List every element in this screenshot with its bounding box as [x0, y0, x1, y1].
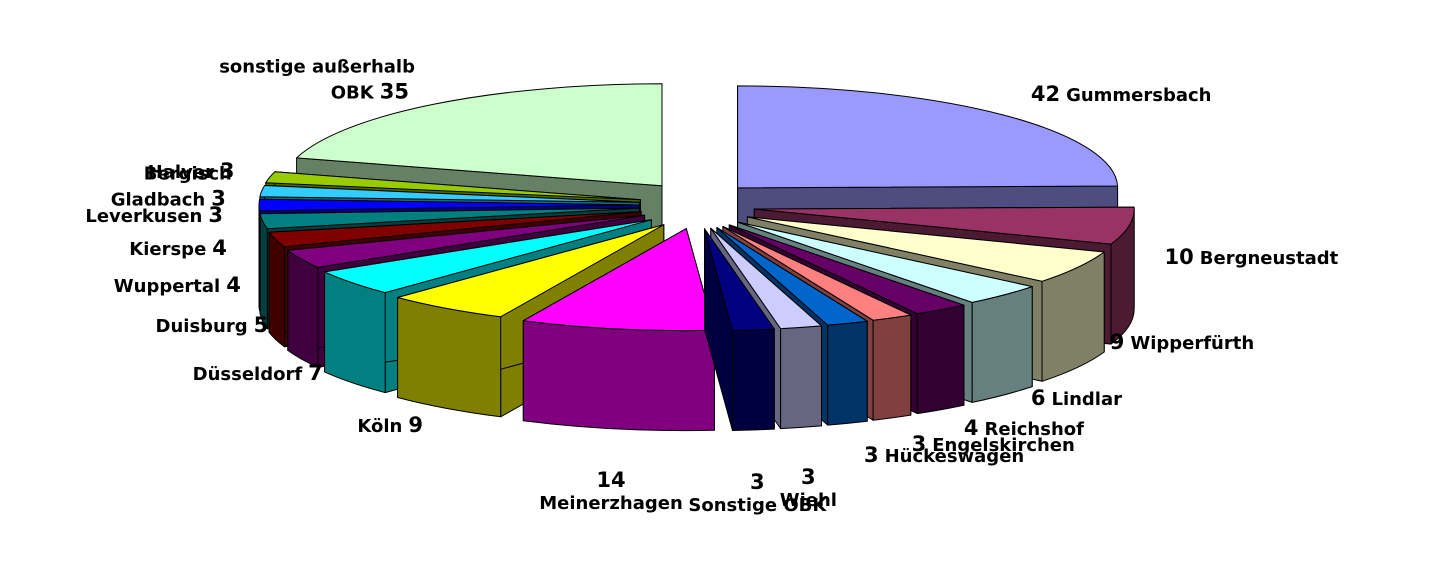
category-label: Engelskirchen — [932, 434, 1075, 456]
slice — [259, 207, 640, 230]
category-label: Halver — [147, 161, 214, 183]
value-label: 35 — [379, 79, 409, 104]
value-label: 14 — [596, 467, 626, 492]
data-label: 14 Meinerzhagen — [539, 467, 683, 516]
category-label: Köln — [357, 415, 403, 437]
slice-wall — [522, 320, 715, 432]
data-label: Kierspe 4 — [129, 235, 233, 262]
data-label: 9 Wipperfürth — [1104, 328, 1254, 355]
slice — [258, 198, 640, 212]
category-label: Duisburg — [155, 315, 248, 337]
slice — [259, 185, 640, 203]
slice — [324, 219, 652, 294]
data-label: Köln 9 — [357, 412, 429, 439]
data-label: sonstige außerhalb OBK 35 — [215, 56, 415, 105]
slice-wall — [971, 286, 1033, 403]
data-label: 42 Gummersbach — [1025, 80, 1212, 107]
category-label: sonstige außerhalb OBK — [219, 56, 415, 104]
slice-wall — [258, 204, 261, 312]
slice — [737, 85, 1119, 189]
value-label: 9 — [1109, 329, 1125, 354]
slice-wall — [827, 320, 868, 426]
slice — [296, 83, 663, 187]
slice — [728, 224, 965, 315]
data-label: Halver 3 — [148, 157, 241, 184]
slice-wall — [780, 325, 822, 430]
value-label: 7 — [308, 360, 323, 385]
data-label: Duisburg 5 — [156, 312, 275, 339]
value-label: 3 — [750, 469, 765, 494]
slice — [268, 211, 642, 248]
category-label: Wiehl — [779, 489, 837, 511]
value-label: 4 — [963, 415, 979, 440]
slice-wall — [732, 328, 775, 431]
category-label: Reichshof — [984, 418, 1084, 440]
value-label: 5 — [253, 312, 269, 337]
value-label: 10 — [1164, 245, 1194, 270]
value-label: 3 — [219, 158, 235, 183]
value-label: 3 — [911, 431, 927, 456]
value-label: 42 — [1030, 81, 1061, 106]
category-label: Wuppertal — [113, 275, 221, 297]
slice — [710, 227, 822, 330]
category-label: Kierspe — [129, 238, 207, 260]
value-label: 3 — [801, 464, 816, 489]
value-label: 9 — [408, 412, 423, 437]
slice — [722, 226, 912, 321]
category-label: Düsseldorf — [192, 363, 303, 385]
category-label: Lindlar — [1051, 388, 1123, 410]
slice — [522, 228, 715, 332]
data-label: 6 Lindlar — [1025, 384, 1122, 411]
slice — [397, 224, 665, 318]
category-label: Wipperfürth — [1130, 332, 1255, 354]
category-label: Leverkusen — [85, 205, 203, 227]
value-label: 3 — [211, 186, 226, 211]
data-label: Wuppertal 4 — [114, 272, 247, 299]
data-label: Bergisch Gladbach 3 — [32, 163, 232, 212]
value-label: 4 — [212, 235, 227, 260]
category-label: Meinerzhagen — [539, 492, 683, 514]
data-label: 10 Bergneustadt — [1159, 244, 1339, 271]
category-label: Bergisch Gladbach — [110, 163, 232, 211]
slice-wall — [287, 249, 319, 368]
value-label: 3 — [208, 202, 223, 227]
category-label: Gummersbach — [1066, 84, 1212, 106]
slice — [287, 214, 646, 268]
slice-wall — [872, 314, 912, 421]
category-label: Bergneustadt — [1199, 248, 1339, 270]
data-label: 3 Sonstige OBK — [688, 469, 826, 518]
slice-wall — [397, 297, 502, 418]
data-label: 3 Wiehl — [780, 464, 837, 513]
slice — [737, 221, 1033, 303]
value-label: 3 — [863, 443, 879, 468]
value-label: 6 — [1030, 385, 1046, 410]
slice — [746, 216, 1105, 282]
slice-wall — [916, 304, 965, 415]
data-label: 4 Reichshof — [958, 414, 1084, 441]
category-label: Sonstige OBK — [688, 495, 827, 517]
slice — [716, 227, 868, 326]
data-label: 3 Engelskirchen — [906, 431, 1075, 458]
slice — [704, 228, 775, 331]
data-label: Düsseldorf 7 — [193, 360, 329, 387]
data-label: Leverkusen 3 — [85, 202, 229, 229]
slice — [265, 171, 641, 201]
data-label: 3 Hückeswagen — [858, 442, 1024, 469]
slice — [753, 206, 1135, 245]
value-label: 4 — [226, 272, 241, 297]
category-label: Hückeswagen — [884, 446, 1025, 468]
